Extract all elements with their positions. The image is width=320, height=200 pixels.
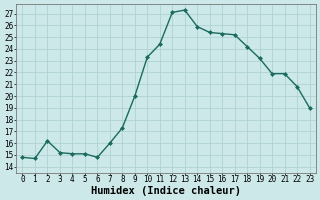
X-axis label: Humidex (Indice chaleur): Humidex (Indice chaleur): [91, 186, 241, 196]
